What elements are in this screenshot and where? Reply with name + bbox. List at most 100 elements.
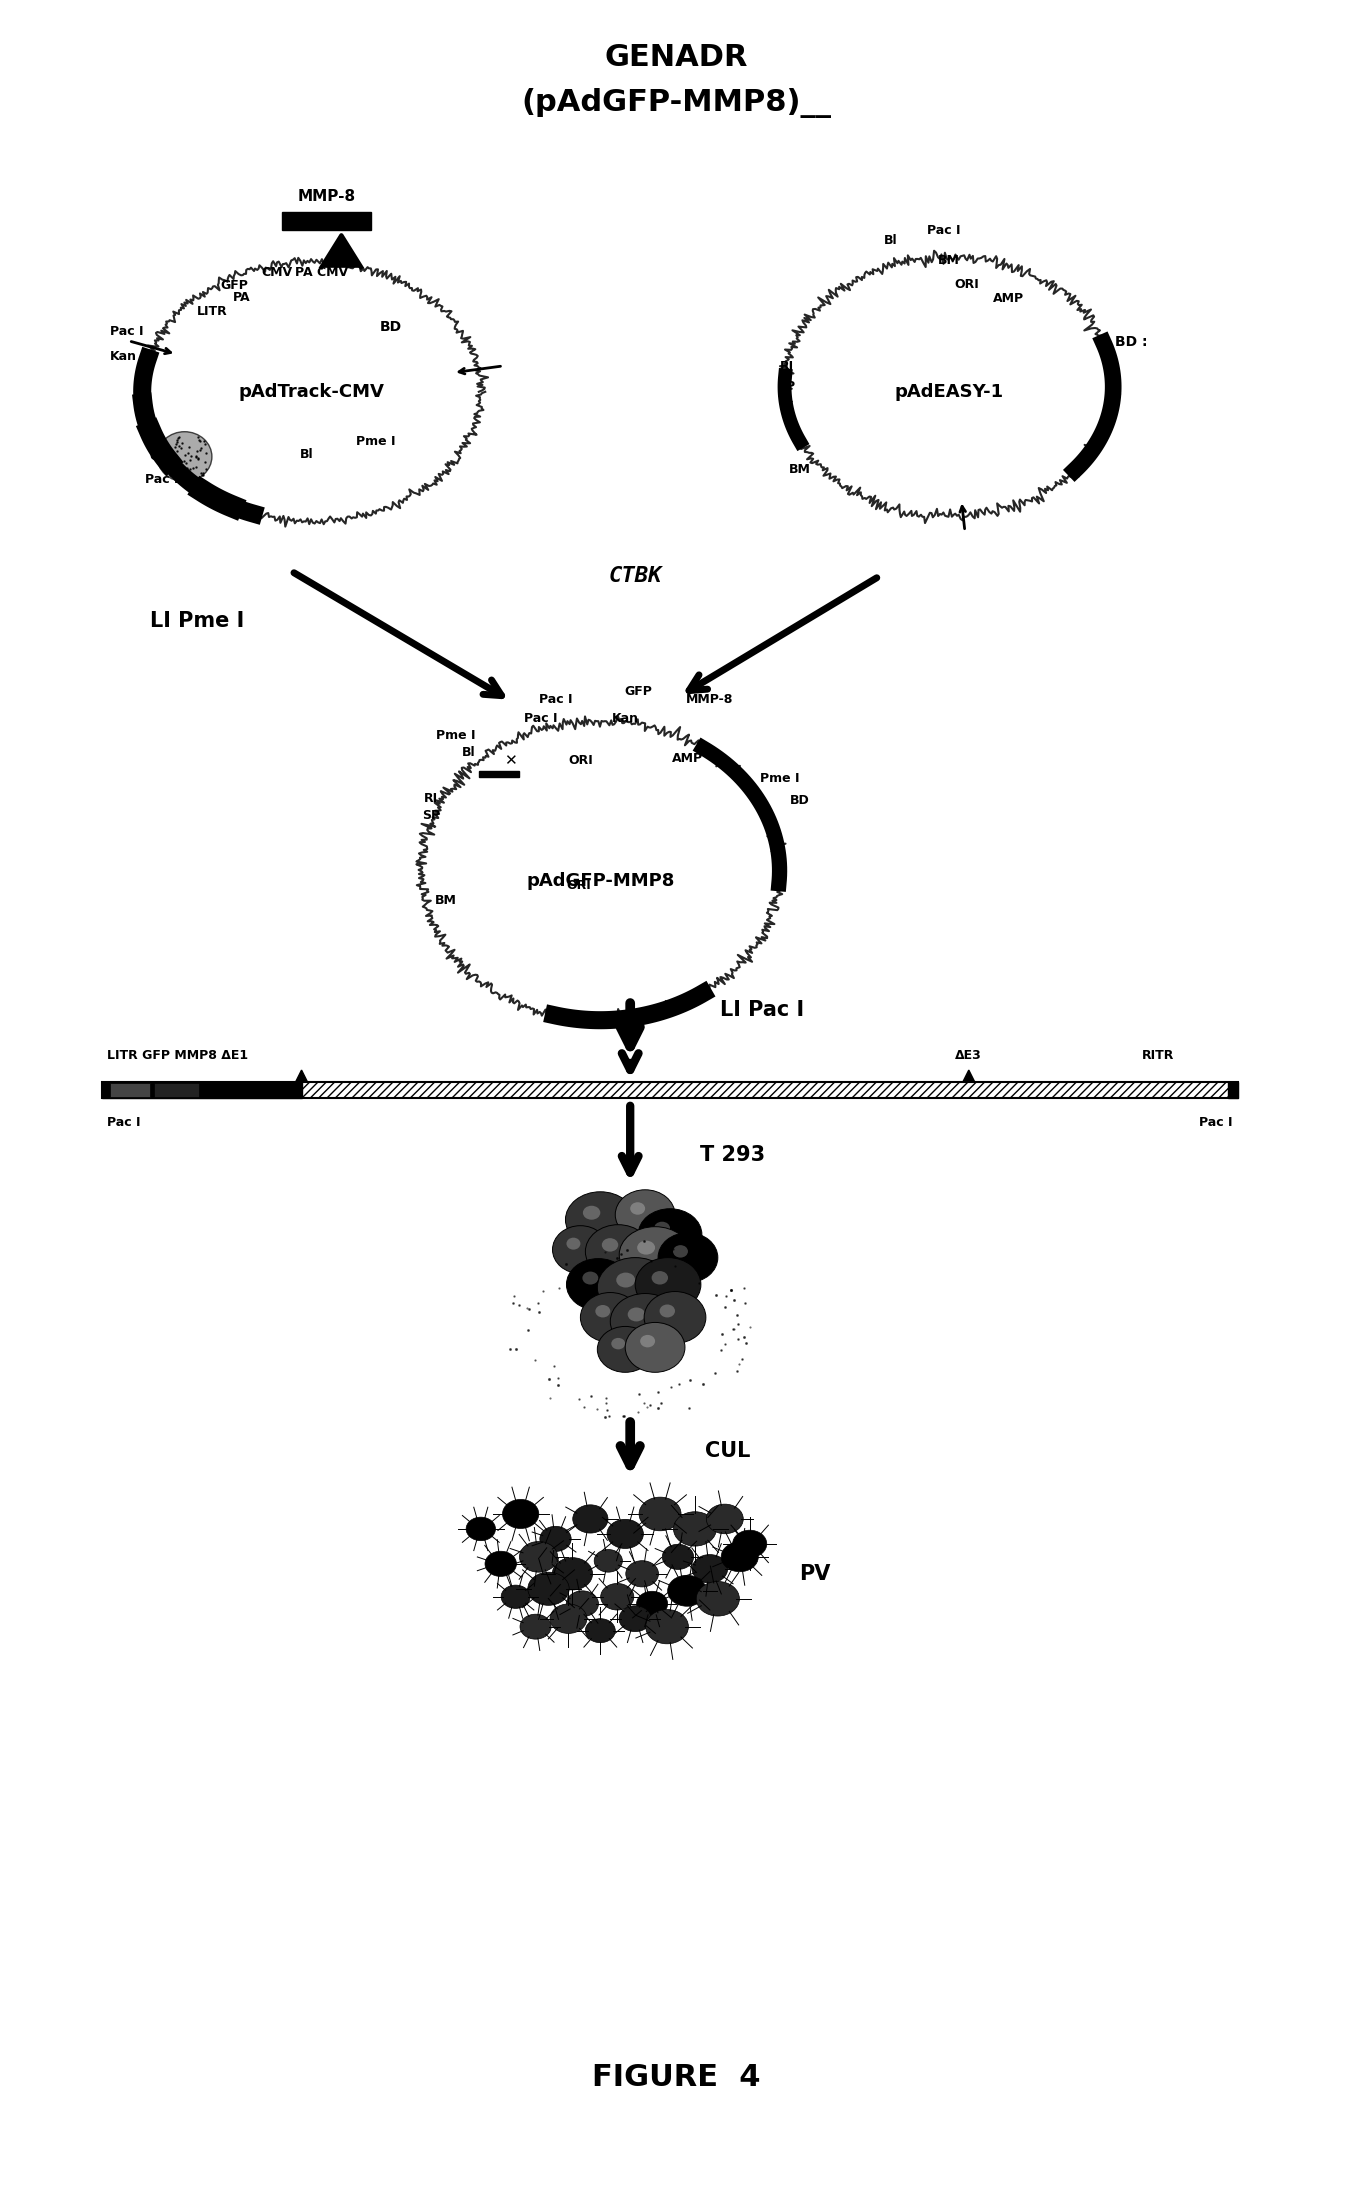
Text: Pac I: Pac I — [1199, 1117, 1233, 1128]
Ellipse shape — [520, 1542, 557, 1573]
Text: MMP-8: MMP-8 — [298, 189, 356, 205]
Ellipse shape — [610, 1293, 681, 1350]
Bar — [479, 771, 518, 778]
Ellipse shape — [626, 1560, 659, 1586]
Polygon shape — [295, 1071, 307, 1082]
Ellipse shape — [484, 1551, 517, 1577]
Text: pAdGFP-MMP8: pAdGFP-MMP8 — [526, 872, 675, 890]
Bar — [154, 1084, 199, 1097]
Ellipse shape — [551, 1604, 587, 1632]
Text: ORI: ORI — [568, 753, 593, 767]
Text: RI: RI — [779, 361, 794, 372]
Ellipse shape — [667, 1575, 706, 1606]
Ellipse shape — [732, 1531, 767, 1558]
Ellipse shape — [601, 1584, 633, 1610]
Text: Pac I: Pac I — [107, 1117, 141, 1128]
Ellipse shape — [157, 432, 212, 482]
Bar — [103, 1082, 1238, 1097]
Text: ORI: ORI — [566, 879, 591, 892]
Ellipse shape — [528, 1573, 570, 1606]
Bar — [103, 1082, 302, 1097]
Ellipse shape — [467, 1518, 495, 1540]
Ellipse shape — [706, 1505, 743, 1533]
Ellipse shape — [582, 1271, 598, 1284]
Text: BD: BD — [380, 319, 402, 335]
Text: GFP: GFP — [221, 278, 248, 291]
Ellipse shape — [586, 1225, 651, 1278]
Text: AMP: AMP — [993, 291, 1024, 304]
Ellipse shape — [693, 1555, 728, 1584]
Text: pAdEASY-1: pAdEASY-1 — [894, 383, 1004, 401]
Text: (pAdGFP-MMP8)__: (pAdGFP-MMP8)__ — [521, 88, 831, 117]
Text: Pac I: Pac I — [145, 474, 179, 487]
Ellipse shape — [572, 1505, 607, 1533]
Text: T 293: T 293 — [700, 1146, 764, 1165]
Ellipse shape — [597, 1326, 653, 1372]
Ellipse shape — [628, 1306, 645, 1322]
Ellipse shape — [595, 1304, 610, 1317]
Bar — [1227, 1082, 1238, 1097]
Bar — [111, 1084, 150, 1097]
Bar — [281, 211, 371, 229]
Text: SP: SP — [778, 381, 796, 394]
Text: Pac I: Pac I — [927, 225, 961, 236]
Text: FIGURE  4: FIGURE 4 — [591, 2062, 760, 2093]
Text: CMV: CMV — [261, 267, 292, 278]
Ellipse shape — [552, 1225, 609, 1273]
Text: ΔE3: ΔE3 — [955, 1049, 982, 1062]
Text: PA CMV: PA CMV — [295, 267, 348, 278]
Ellipse shape — [620, 1227, 691, 1282]
Text: RITR: RITR — [1142, 1049, 1174, 1062]
Text: Bl: Bl — [300, 447, 314, 460]
Text: CTBK: CTBK — [609, 566, 662, 586]
Text: MMP-8: MMP-8 — [686, 692, 733, 705]
Bar — [103, 1082, 1238, 1097]
Text: ORI: ORI — [150, 449, 175, 463]
Text: LITR GFP MMP8 ΔE1: LITR GFP MMP8 ΔE1 — [107, 1049, 249, 1062]
Ellipse shape — [658, 1234, 718, 1282]
Ellipse shape — [635, 1258, 701, 1311]
Ellipse shape — [567, 1238, 580, 1249]
Ellipse shape — [580, 1293, 640, 1342]
Ellipse shape — [594, 1549, 622, 1573]
Ellipse shape — [721, 1542, 758, 1571]
Ellipse shape — [625, 1322, 685, 1372]
Ellipse shape — [501, 1586, 530, 1608]
Ellipse shape — [653, 1223, 670, 1234]
Text: PV: PV — [800, 1564, 831, 1584]
Ellipse shape — [637, 1240, 655, 1256]
Ellipse shape — [597, 1258, 672, 1317]
Ellipse shape — [602, 1238, 618, 1251]
Ellipse shape — [645, 1610, 689, 1643]
Ellipse shape — [636, 1591, 667, 1617]
Text: GENADR: GENADR — [605, 44, 748, 73]
Text: BD: BD — [790, 795, 809, 806]
Ellipse shape — [639, 1498, 681, 1531]
Ellipse shape — [620, 1606, 651, 1632]
Ellipse shape — [607, 1520, 644, 1549]
Text: ✕: ✕ — [505, 753, 517, 769]
Ellipse shape — [672, 1245, 687, 1258]
Ellipse shape — [520, 1615, 551, 1639]
Text: AMP: AMP — [672, 753, 704, 764]
Polygon shape — [322, 236, 361, 267]
Ellipse shape — [583, 1205, 601, 1220]
Text: BM: BM — [938, 253, 959, 267]
Text: Bl: Bl — [885, 234, 898, 247]
Text: BD :: BD : — [1115, 335, 1147, 348]
Ellipse shape — [612, 1337, 625, 1350]
Text: GFP: GFP — [624, 685, 652, 698]
Ellipse shape — [567, 1591, 598, 1617]
Text: Pme I: Pme I — [760, 773, 800, 784]
Ellipse shape — [567, 1258, 630, 1311]
Text: LI Pme I: LI Pme I — [150, 610, 244, 632]
Polygon shape — [963, 1071, 974, 1082]
Text: Bl: Bl — [461, 747, 476, 760]
Text: BM: BM — [789, 463, 810, 476]
Text: RI: RI — [423, 793, 438, 806]
Ellipse shape — [640, 1335, 655, 1348]
Ellipse shape — [674, 1511, 716, 1547]
Ellipse shape — [502, 1500, 538, 1529]
Text: LI Pac I: LI Pac I — [720, 1000, 804, 1020]
Ellipse shape — [659, 1304, 675, 1317]
